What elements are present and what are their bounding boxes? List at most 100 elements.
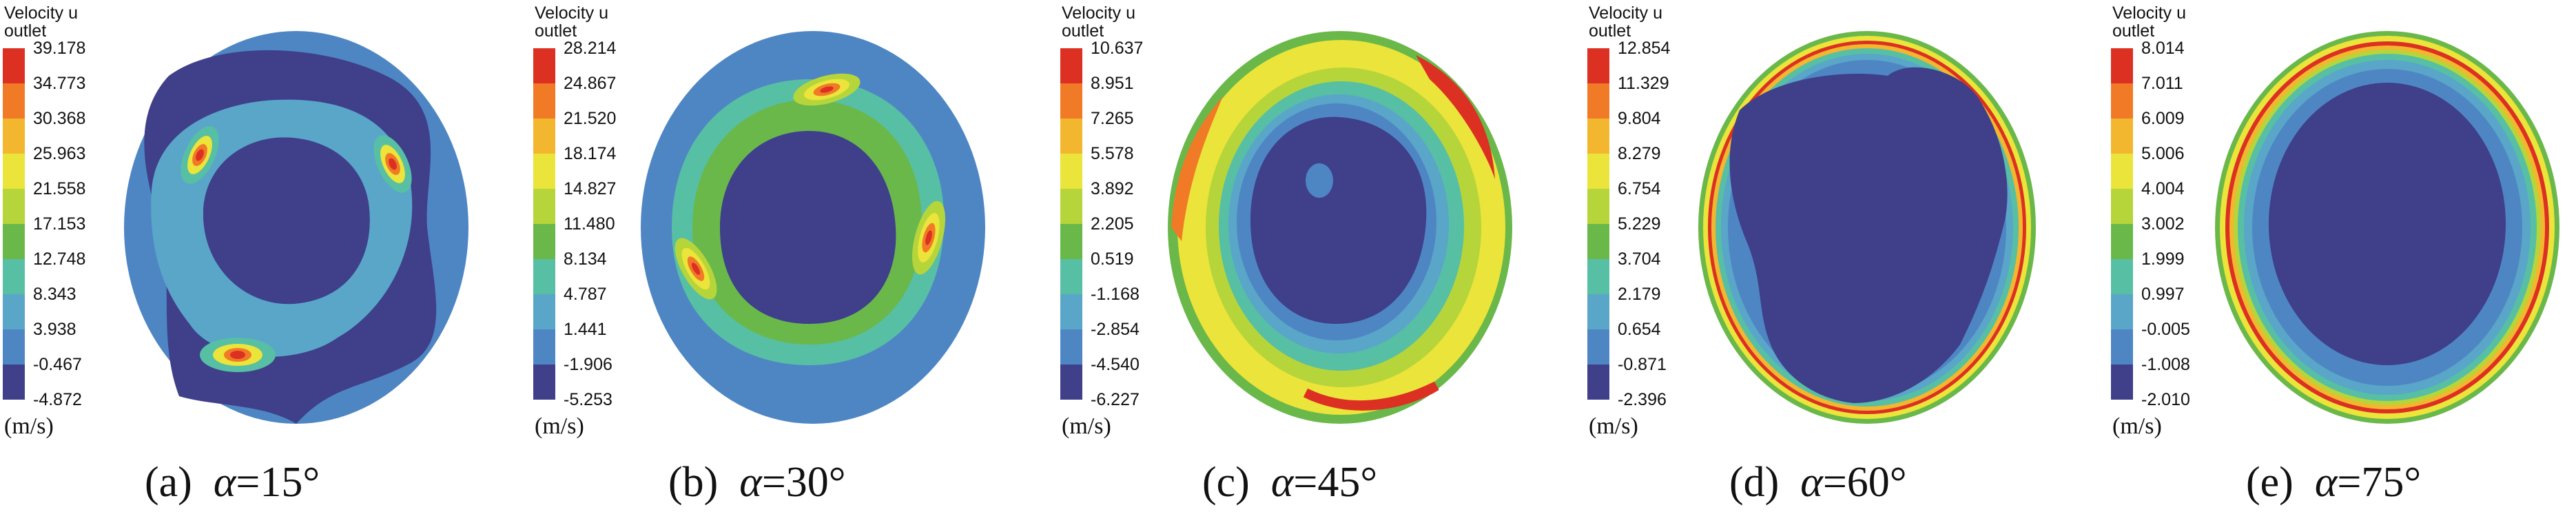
legend-tick: 12.748 (33, 249, 86, 269)
legend-tick: 8.343 (33, 285, 76, 304)
legend-tick: 4.004 (2141, 179, 2185, 198)
velocity-contour-plot (1698, 31, 2036, 424)
colorbar-swatch (2111, 154, 2133, 189)
colorbar-swatch (3, 48, 25, 83)
legend-tick: -1.168 (1091, 285, 1140, 304)
flow-ring-region (151, 99, 413, 357)
legend-tick: -2.396 (1618, 390, 1667, 409)
colorbar-swatch (1587, 48, 1609, 83)
legend-tick: 6.009 (2141, 109, 2185, 128)
colorbar-swatch (1060, 365, 1082, 400)
legend-tick: 18.174 (564, 144, 617, 163)
colorbar-legend: Velocity u outlet 8.014 7.011 6.009 5.00… (2108, 0, 2274, 455)
alpha-symbol: α (1800, 459, 1823, 506)
legend-tick: 21.558 (33, 179, 86, 198)
colorbar (1587, 48, 1609, 400)
legend-tick: 24.867 (564, 74, 617, 93)
unit-label: (m/s) (2112, 413, 2162, 439)
low-core (203, 137, 370, 305)
legend-tick: -4.872 (33, 390, 82, 409)
legend-tick: 8.279 (1618, 144, 1661, 163)
low-core (1729, 67, 2008, 404)
hotspot (674, 238, 717, 300)
legend-tick: 1.999 (2141, 249, 2185, 269)
colorbar-swatch (533, 83, 555, 119)
alpha-symbol: α (213, 459, 236, 506)
colorbar-swatch (1060, 329, 1082, 365)
colorbar-swatch (2111, 189, 2133, 224)
colorbar-swatch (1060, 83, 1082, 119)
colorbar-swatch (1060, 294, 1082, 329)
legend-tick: 3.938 (33, 320, 76, 339)
legend-tick: 30.368 (33, 109, 86, 128)
legend-tick: 11.480 (564, 214, 615, 234)
colorbar-swatch (533, 294, 555, 329)
colorbar (2111, 48, 2133, 400)
unit-label: (m/s) (1062, 413, 1111, 439)
legend-tick: 0.519 (1091, 249, 1134, 269)
caption-prefix: (c) (1202, 459, 1250, 506)
panel-caption: (b) α=30° (668, 455, 846, 510)
colorbar-swatch (533, 48, 555, 83)
panel-caption: (d) α=60° (1729, 455, 1907, 510)
velocity-contour-plot (124, 31, 468, 424)
unit-label: (m/s) (535, 413, 584, 439)
colorbar-legend: Velocity u outlet 10.637 8.951 7.265 5.5… (1058, 0, 1223, 455)
alpha-symbol: α (2314, 459, 2338, 506)
panel-e: Velocity u outlet 8.014 7.011 6.009 5.00… (2108, 0, 2576, 523)
colorbar-swatch (3, 83, 25, 119)
legend-tick: 11.329 (1618, 74, 1669, 93)
legend-tick: 25.963 (33, 144, 86, 163)
colorbar-swatch (1060, 48, 1082, 83)
legend-tick: -1.906 (564, 355, 612, 374)
legend-title-line2: outlet (1062, 21, 1104, 41)
legend-tick: -6.227 (1091, 390, 1140, 409)
colorbar-swatch (2111, 83, 2133, 119)
colorbar-swatch (2111, 48, 2133, 83)
legend-tick: 34.773 (33, 74, 86, 93)
velocity-contour-plot (641, 31, 985, 424)
colorbar-swatch (3, 365, 25, 400)
center-spot (1306, 163, 1333, 198)
colorbar-swatch (533, 259, 555, 294)
colorbar-swatch (2111, 224, 2133, 259)
legend-tick: -2.010 (2141, 390, 2190, 409)
legend-tick: 10.637 (1091, 39, 1144, 58)
legend-title-line1: Velocity u (4, 3, 79, 23)
legend-tick: 7.011 (2141, 74, 2183, 93)
low-core (720, 131, 896, 324)
panel-c: Velocity u outlet 10.637 8.951 7.265 5.5… (1058, 0, 1581, 523)
alpha-value: =30° (761, 459, 846, 506)
legend-title-line1: Velocity u (535, 3, 609, 23)
legend-tick: 28.214 (564, 39, 617, 58)
legend-tick: 0.997 (2141, 285, 2185, 304)
colorbar-swatch (1587, 119, 1609, 154)
legend-tick: 2.179 (1618, 285, 1661, 304)
legend-title-line2: outlet (4, 21, 47, 41)
colorbar-swatch (1587, 154, 1609, 189)
hot-zone (1303, 381, 1439, 411)
legend-title-line1: Velocity u (2112, 3, 2187, 23)
hotspot (200, 338, 276, 372)
legend-tick: 8.014 (2141, 39, 2185, 58)
caption-prefix: (d) (1729, 459, 1780, 506)
hot-zone (1171, 96, 1223, 241)
velocity-contour-plot (1168, 31, 1512, 424)
legend-tick: 7.265 (1091, 109, 1134, 128)
legend-tick: 12.854 (1618, 39, 1671, 58)
colorbar-swatch (533, 224, 555, 259)
colorbar-swatch (1587, 189, 1609, 224)
panel-caption: (a) α=15° (145, 455, 320, 510)
panel-a: Velocity u outlet 39.178 34.773 30.368 2… (0, 0, 524, 523)
colorbar-swatch (1587, 224, 1609, 259)
legend-tick: 3.704 (1618, 249, 1661, 269)
colorbar-swatch (533, 365, 555, 400)
legend-title-line2: outlet (2112, 21, 2155, 41)
caption-prefix: (a) (145, 459, 192, 506)
unit-label: (m/s) (4, 413, 54, 439)
colorbar-legend: Velocity u outlet 28.214 24.867 21.520 1… (530, 0, 696, 455)
colorbar-swatch (2111, 259, 2133, 294)
colorbar-swatch (2111, 329, 2133, 365)
hotspot (181, 126, 219, 184)
alpha-value: =45° (1293, 459, 1378, 506)
